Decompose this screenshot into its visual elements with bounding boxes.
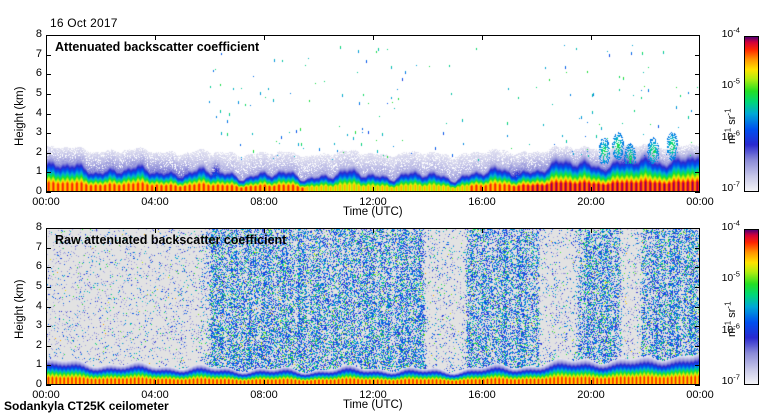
y-tick-label: 2 — [35, 145, 42, 158]
panel-b-title: Raw attenuated backscatter coefficient — [55, 233, 287, 247]
cb-tick-exponent: -7 — [733, 179, 740, 189]
date-label: 16 Oct 2017 — [50, 16, 118, 30]
panel-b-colorbar — [744, 229, 759, 385]
x-tick-label: 04:00 — [141, 196, 169, 208]
y-tick-label: 0 — [35, 185, 42, 197]
x-tick-label: 16:00 — [468, 196, 496, 208]
y-tick-mark-right — [695, 385, 700, 386]
y-tick-label: 0 — [35, 378, 42, 390]
y-tick-label: 6 — [35, 260, 42, 273]
y-tick-label: 2 — [35, 338, 42, 351]
cb-tick-exponent: -4 — [733, 218, 740, 228]
cb-tick-exponent: -7 — [733, 372, 740, 382]
cb-tick-exponent: -5 — [733, 76, 740, 86]
y-tick-label: 8 — [35, 221, 42, 233]
y-tick-mark — [46, 385, 51, 386]
y-tick-label: 6 — [35, 67, 42, 80]
panel-a-colorbar-unit-label: m-1 sr-1 — [723, 108, 738, 144]
panel-a-xlabel: Time (UTC) — [343, 206, 403, 218]
colorbar-tick-label: 10-5 — [700, 76, 740, 92]
x-tick-label: 20:00 — [577, 196, 605, 208]
colorbar-tick-label: 10-4 — [700, 218, 740, 233]
colorbar-tick-label: 10-7 — [700, 179, 740, 194]
cb-tick-mantissa: 10 — [721, 375, 734, 387]
cb-unit-b: m-1 sr-1 — [723, 301, 738, 337]
cb-tick-mantissa: 10 — [721, 221, 734, 233]
cb-tick-mantissa: 10 — [721, 28, 734, 40]
cb-tick-mantissa: 10 — [721, 182, 734, 194]
cb-tick-exponent: -5 — [733, 269, 740, 279]
cb-tick-mantissa: 10 — [721, 272, 734, 285]
cb-tick-exponent: -4 — [733, 25, 740, 35]
y-tick-mark — [46, 192, 51, 193]
x-tick-label: 00:00 — [686, 196, 714, 208]
x-tick-label: 16:00 — [468, 389, 496, 401]
panel-a-colorbar — [744, 36, 759, 192]
colorbar-tick-label: 10-4 — [700, 25, 740, 40]
panel-raw-backscatter-plot[interactable] — [46, 228, 700, 385]
panel-a-ylabel: Height (km) — [14, 86, 26, 146]
panel-attenuated-backscatter-plot[interactable] — [46, 35, 700, 192]
y-tick-label: 7 — [35, 47, 42, 60]
panel-b-colorbar-unit-label: m-1 sr-1 — [723, 301, 738, 337]
y-tick-label: 1 — [35, 165, 42, 178]
x-tick-label: 00:00 — [32, 196, 60, 208]
cb-tick-mantissa: 10 — [721, 79, 734, 92]
panel-b-ylabel: Height (km) — [14, 279, 26, 339]
station-footer: Sodankyla CT25K ceilometer — [4, 399, 169, 413]
y-tick-label: 1 — [35, 358, 42, 371]
y-tick-label: 7 — [35, 240, 42, 253]
x-tick-label: 08:00 — [250, 389, 278, 401]
colorbar-tick-label: 10-5 — [700, 269, 740, 285]
cb-unit-a: m-1 sr-1 — [723, 108, 738, 144]
panel-a-title: Attenuated backscatter coefficient — [55, 40, 260, 54]
x-tick-label: 00:00 — [686, 389, 714, 401]
panel-b-xlabel: Time (UTC) — [343, 399, 403, 411]
y-tick-label: 8 — [35, 28, 42, 40]
y-tick-mark-right — [695, 192, 700, 193]
x-tick-label: 20:00 — [577, 389, 605, 401]
colorbar-tick-label: 10-7 — [700, 372, 740, 387]
x-tick-label: 08:00 — [250, 196, 278, 208]
